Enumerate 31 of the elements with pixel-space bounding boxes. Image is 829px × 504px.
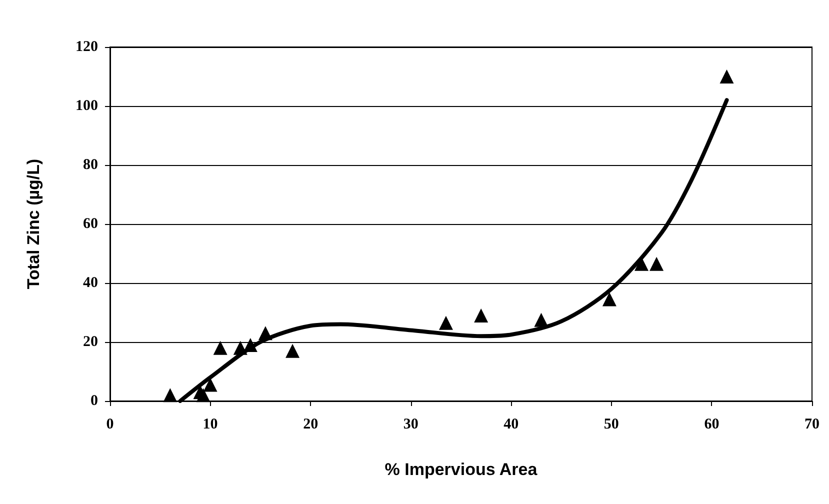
y-tick-label: 60 — [83, 216, 98, 232]
x-axis-title: % Impervious Area — [384, 460, 538, 479]
point — [438, 316, 453, 330]
y-tick-label: 80 — [83, 157, 98, 173]
point — [243, 338, 258, 352]
point — [602, 292, 616, 306]
y-tick-label: 0 — [90, 393, 98, 409]
point — [196, 388, 210, 402]
point — [650, 256, 664, 271]
point — [203, 378, 218, 392]
x-tick-label: 20 — [303, 416, 318, 432]
y-tick-label: 100 — [76, 98, 98, 114]
point — [474, 308, 488, 322]
x-tick-label: 0 — [106, 416, 114, 432]
y-axis-title: Total Zinc (µg/L) — [24, 158, 43, 290]
y-tick-label: 120 — [76, 39, 98, 55]
x-tick-label: 30 — [403, 416, 418, 432]
point — [233, 340, 248, 355]
point — [213, 340, 228, 355]
y-tick-label: 20 — [83, 334, 98, 350]
x-tick-label: 10 — [202, 416, 218, 432]
x-tick-label: 60 — [704, 416, 720, 432]
point — [258, 326, 272, 340]
y-tick-label: 40 — [83, 275, 98, 291]
point — [720, 70, 734, 84]
x-tick-label: 50 — [604, 416, 619, 432]
x-tick-label: 40 — [504, 416, 519, 432]
point — [534, 312, 548, 327]
point — [286, 344, 300, 358]
point — [163, 388, 178, 402]
x-tick-label: 70 — [804, 416, 820, 432]
